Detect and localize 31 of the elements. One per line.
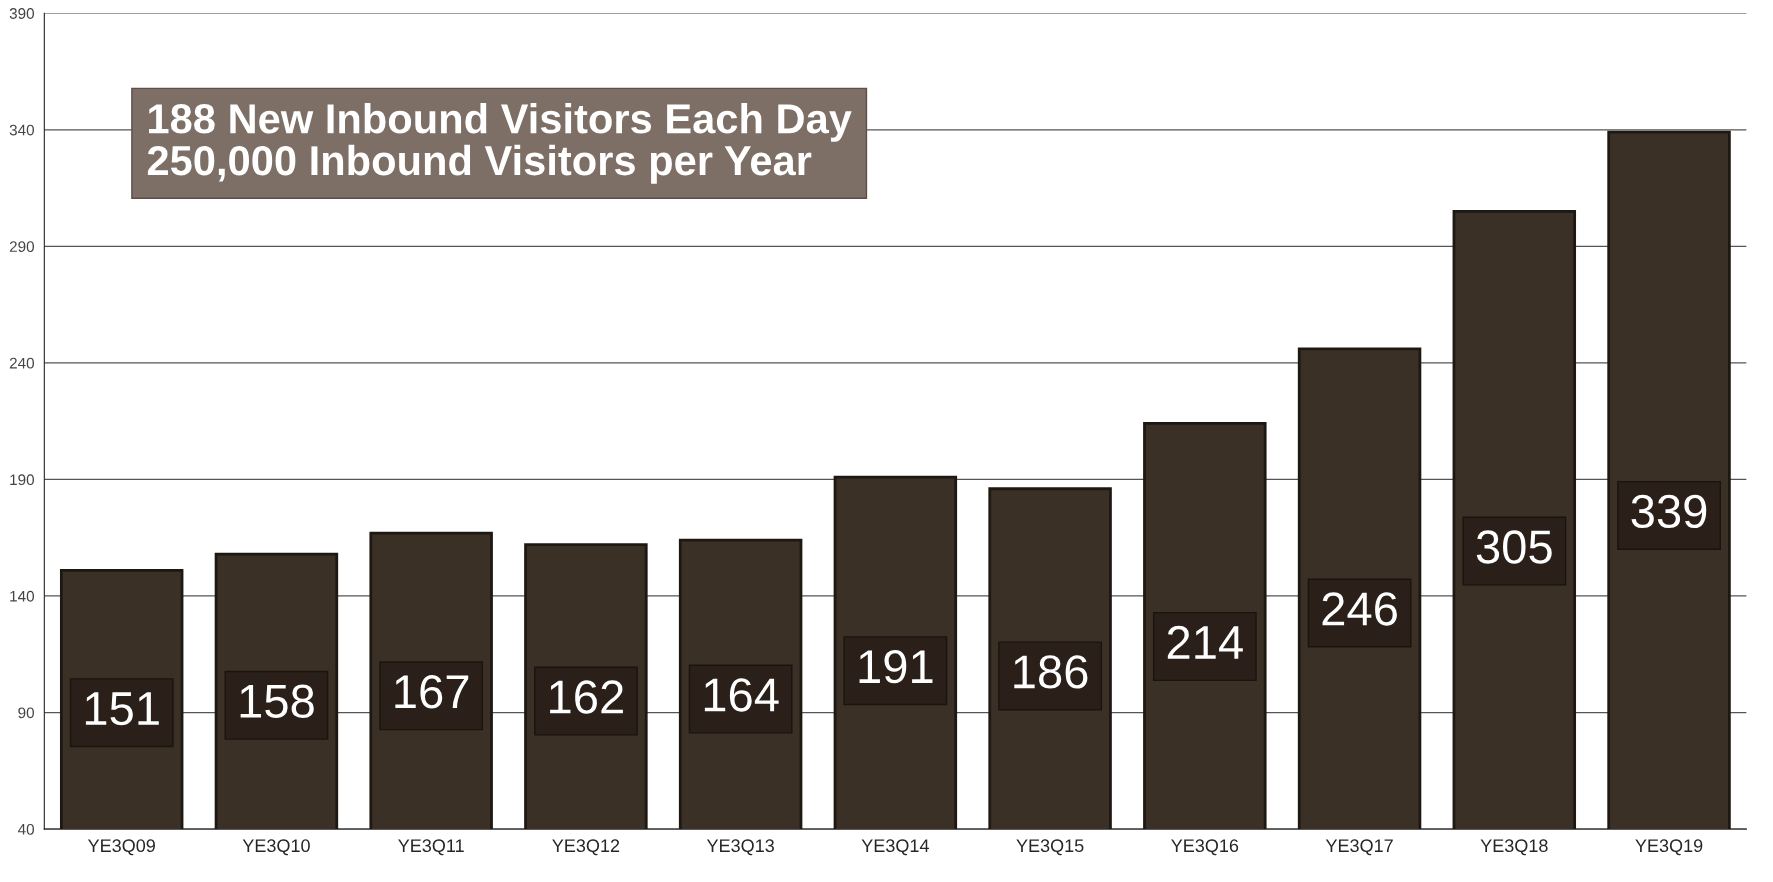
x-tick-label: YE3Q17 [1325,839,1393,856]
y-tick-label: 190 [10,474,35,486]
data-label: 167 [395,675,469,709]
x-tick-label: YE3Q18 [1480,839,1548,856]
y-tick-label: 140 [10,590,35,602]
x-tick-label: YE3Q12 [552,839,620,856]
x-tick-label: YE3Q09 [87,839,155,856]
y-tick-label: 390 [9,8,35,19]
y-tick-label: 290 [9,241,35,253]
y-tick-label: 340 [9,124,35,136]
data-label: 158 [240,684,314,718]
data-label: 151 [85,692,159,726]
x-tick-label: YE3Q10 [242,839,310,856]
data-label: 305 [1476,530,1552,564]
data-label: 214 [1167,625,1243,659]
x-tick-label: YE3Q13 [706,839,774,856]
y-tick-label: 40 [17,823,35,835]
data-label: 246 [1322,592,1397,626]
x-tick-label: YE3Q15 [1016,839,1084,856]
x-tick-label: YE3Q14 [861,839,929,856]
data-label: 191 [859,649,933,684]
data-label: 186 [1014,655,1088,689]
data-label: 164 [704,678,779,712]
x-tick-label: YE3Q11 [398,839,464,856]
x-tick-label: YE3Q16 [1171,839,1239,856]
text: 188 New Inbound Visitors Each Day 250,000 Inbound Visitors per Year [147,102,852,184]
data-label: 339 [1631,494,1707,529]
x-tick-label: YE3Q19 [1635,839,1703,856]
data-label: 162 [550,680,623,714]
y-tick-label: 240 [9,357,35,369]
y-tick-label: 90 [18,707,35,719]
